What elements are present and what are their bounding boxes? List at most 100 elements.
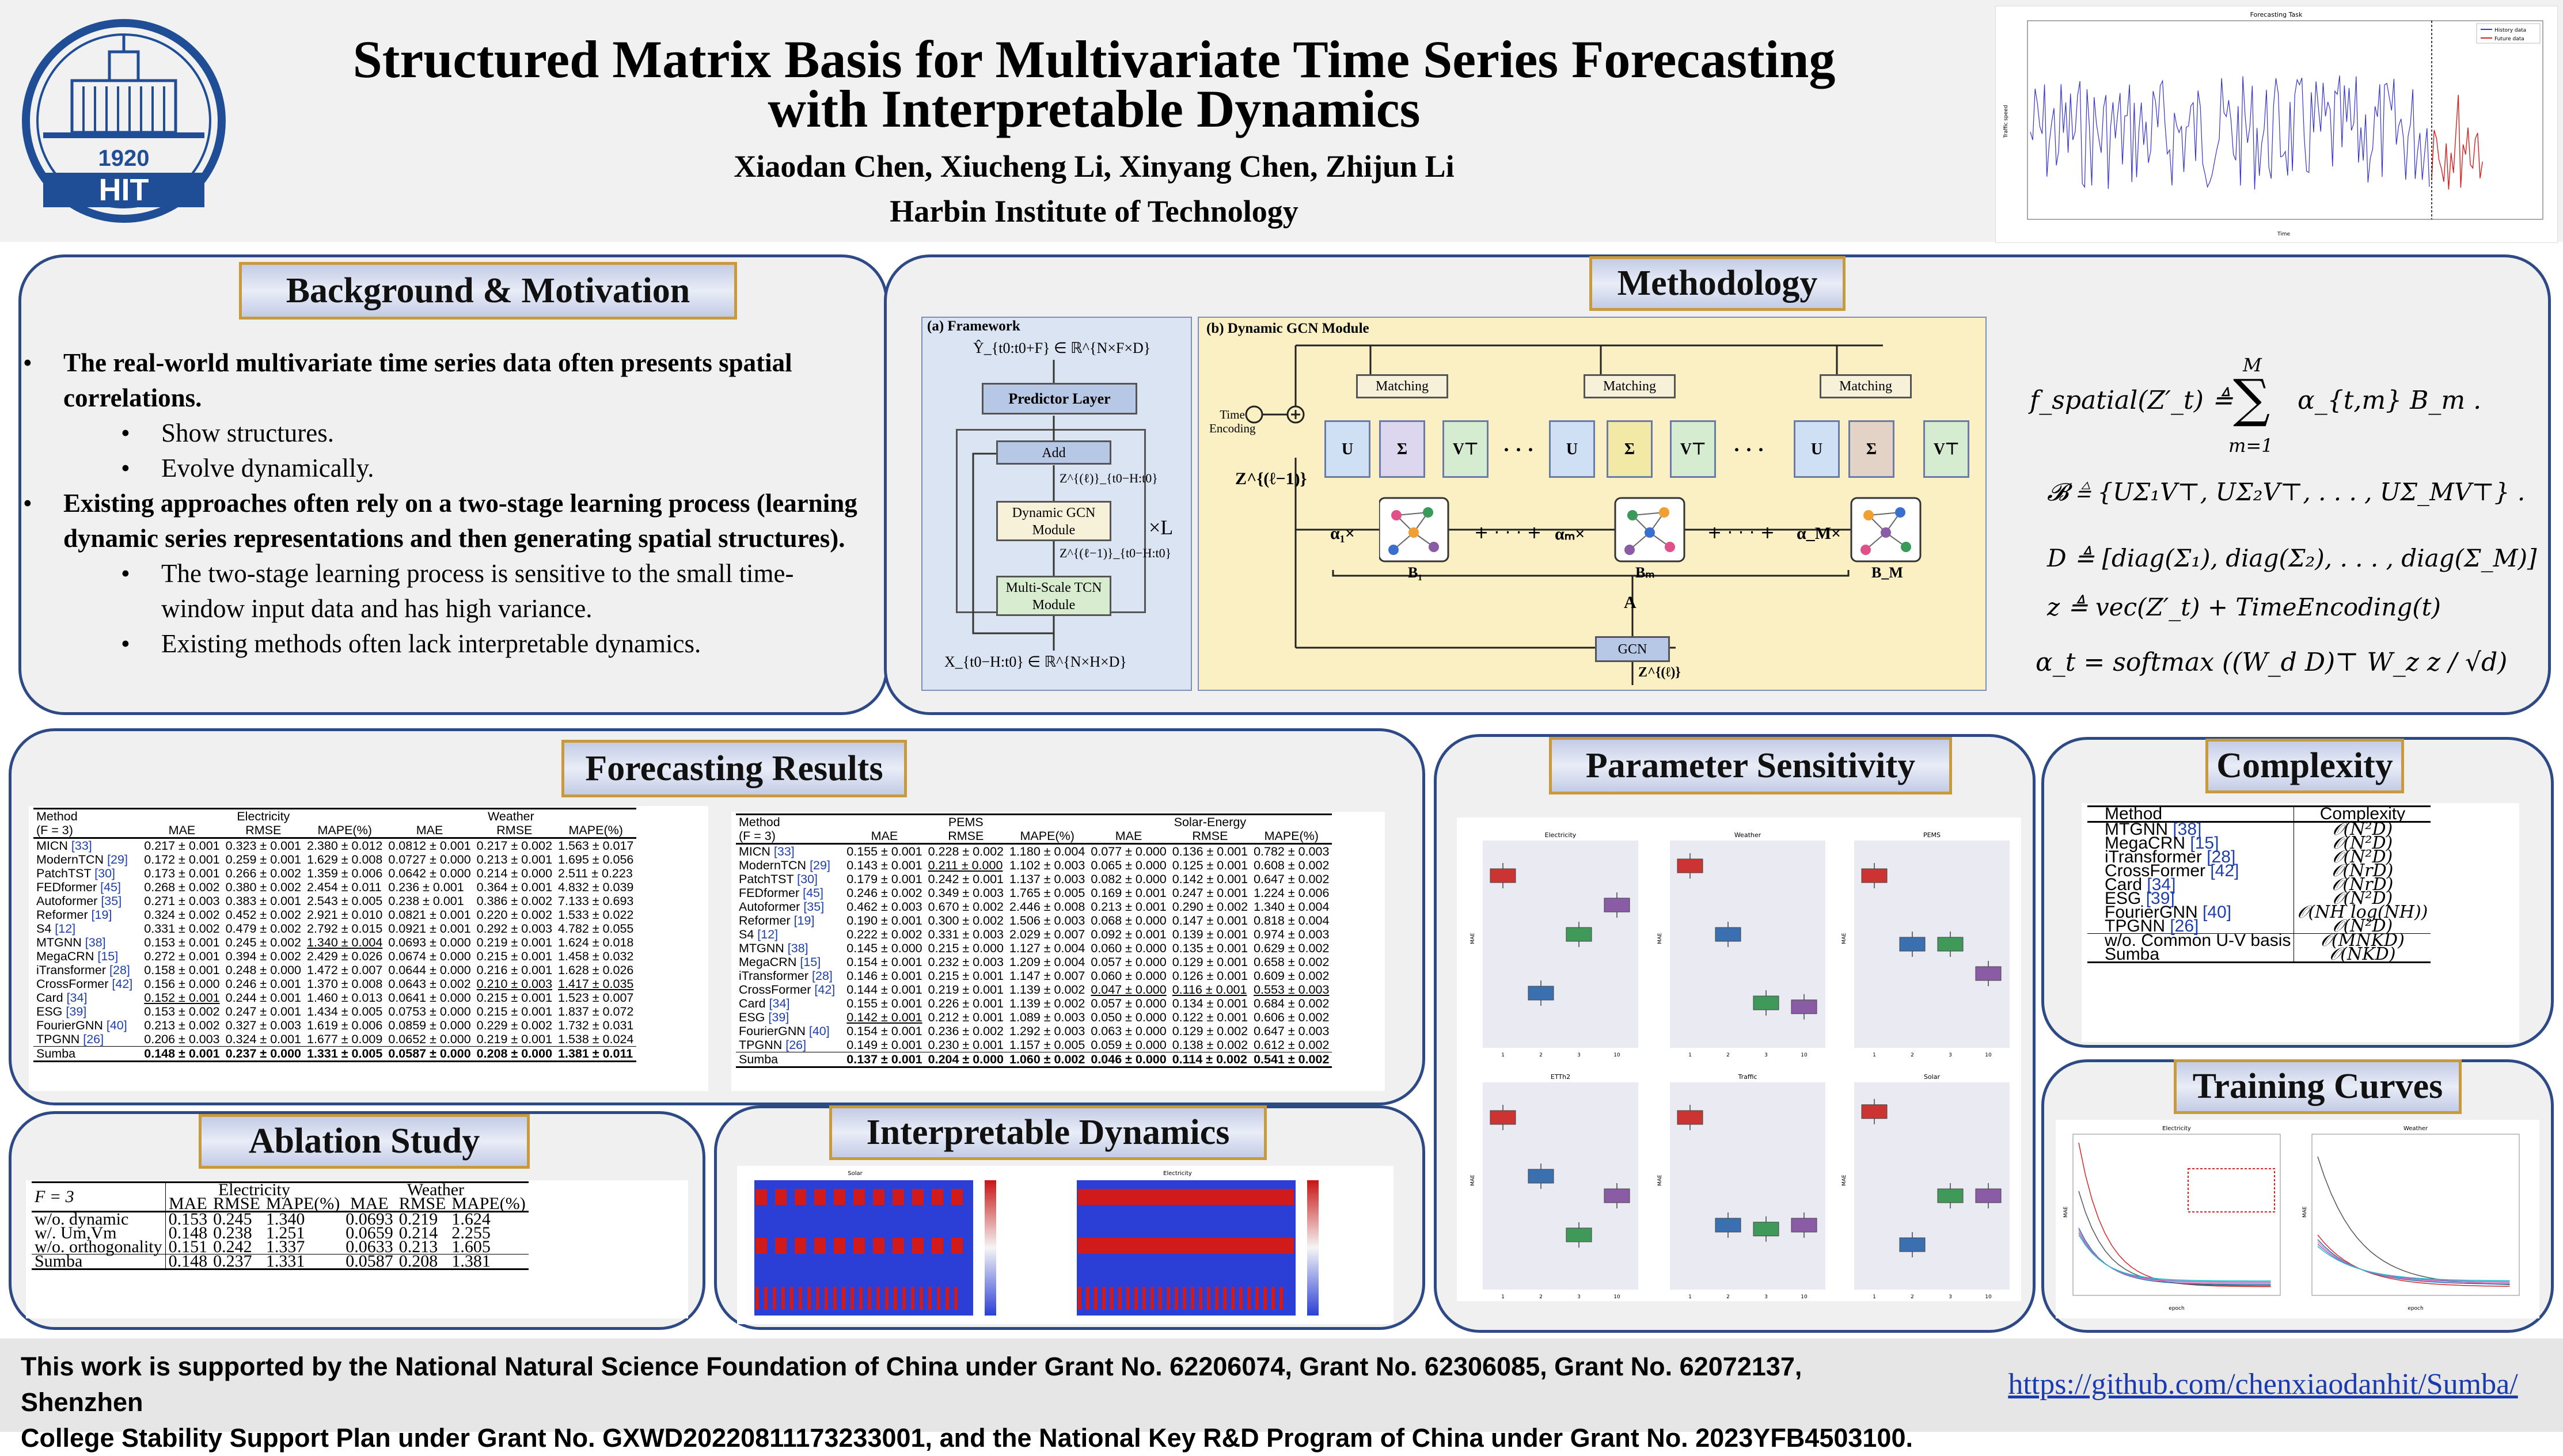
table-row: w/. Um,Vm 0.148 0.238 1.251 0.0659 0.214 2.255 xyxy=(35,1223,491,1242)
curve-ylabel: MAE xyxy=(2063,1206,2069,1218)
heatmap-cell xyxy=(911,1287,914,1310)
hit-logo-icon: 1920 HIT xyxy=(22,19,226,223)
boxplot-box xyxy=(1937,1188,1964,1203)
add-box: Add xyxy=(996,440,1111,465)
heatmap-cell xyxy=(1126,1287,1130,1310)
col-header: RMSE xyxy=(245,823,282,837)
dots-1: · · · xyxy=(1503,438,1535,461)
sumba-row: Sumba 0.148 0.237 1.331 0.0587 0.208 1.381 xyxy=(32,1253,529,1270)
boxplot-xtick: 1 xyxy=(1873,1052,1876,1058)
future-line xyxy=(2431,94,2483,190)
boxplot-xtick: 1 xyxy=(1501,1294,1505,1300)
graph-node xyxy=(1388,545,1399,555)
group-header: Weather xyxy=(487,809,534,823)
heatmap-cell xyxy=(781,1287,785,1310)
boxplot-box xyxy=(1975,1188,2002,1203)
heatmap-cell xyxy=(825,1287,828,1310)
heatmap-cell xyxy=(894,1287,897,1310)
table-row: FourierGNN [40] 0.154 ± 0.001 0.236 ± 0.00… xyxy=(739,1024,1330,1038)
heatmap-cell xyxy=(834,1189,845,1205)
boxplot-box xyxy=(1677,1110,1703,1125)
heatmap-cell xyxy=(893,1189,904,1205)
table-row: Card [34] 𝒪(NrD) xyxy=(2087,876,2431,894)
github-link[interactable]: https://github.com/chenxiaodanhit/Sumba/ xyxy=(2008,1368,2518,1401)
boxplot-xtick: 3 xyxy=(1949,1052,1952,1058)
table-row: w/o. dynamic 0.153 0.245 1.340 0.0693 0.219 1.… xyxy=(35,1210,491,1229)
dgcn-box: Dynamic GCN Module xyxy=(996,501,1111,541)
gcn-module-label: (b) Dynamic GCN Module xyxy=(1206,321,1369,336)
matching-3: Matching xyxy=(1820,374,1912,398)
table-row: MICN [33] 0.155 ± 0.001 0.228 ± 0.002 1.180… xyxy=(739,845,1330,858)
boxplot-xtick: 3 xyxy=(1577,1294,1581,1300)
svg-text:+ · · · +: + · · · + xyxy=(1474,523,1541,543)
table-row: FEDformer [45] 0.268 ± 0.002 0.380 ± 0.002… xyxy=(36,880,634,894)
boxplot-ylabel: MAE xyxy=(1657,933,1663,944)
output-Y: Ŷ_{t0:t0+F} ∈ ℝ^{N×F×D} xyxy=(973,340,1151,356)
heatmap-cell xyxy=(1110,1287,1114,1310)
table-row: PatchTST [30] 0.179 ± 0.001 0.242 ± 0.001 1… xyxy=(739,872,1330,886)
table-row: CrossFormer [42] 0.144 ± 0.001 0.219 ± 0.0… xyxy=(739,983,1330,997)
boxplot-box xyxy=(1861,868,1888,883)
curve-title: Electricity xyxy=(2162,1126,2191,1132)
heatmap-cell xyxy=(1175,1287,1178,1310)
boxplot-xtick: 2 xyxy=(1539,1052,1543,1058)
heatmap-cell xyxy=(853,1189,865,1205)
Zl-label: Z^{(ℓ)}_{t0−H:t0} xyxy=(1060,471,1158,485)
table-row: ESG [39] 0.142 ± 0.001 0.212 ± 0.001 1.089 … xyxy=(739,1010,1330,1024)
sum-symbol: ∑ xyxy=(2233,368,2270,429)
bullet-2a: The two-stage learning process is sensit… xyxy=(23,556,864,626)
col-header: MAE xyxy=(416,823,443,837)
complexity-table: Method Complexity MTGNN [38] 𝒪(N²D) MegaCRN … xyxy=(2087,805,2431,963)
col-header: Method xyxy=(2105,804,2163,823)
heatmap-cell xyxy=(1271,1287,1275,1310)
table-row: FEDformer [45] 0.246 ± 0.002 0.349 ± 0.003… xyxy=(739,886,1330,900)
training-curves: Electricity epoch MAE Weather epoch MAE xyxy=(2063,1126,2520,1311)
boxplot-box xyxy=(1566,1227,1592,1242)
heatmap-cell xyxy=(954,1287,958,1310)
acknowledgement: This work is supported by the National N… xyxy=(21,1349,1921,1456)
boxplot-box xyxy=(1753,1222,1779,1237)
history-line xyxy=(2030,75,2430,190)
eq1-sum-bot: m=1 xyxy=(2228,435,2273,457)
col-header: RMSE xyxy=(948,829,984,843)
boxplot-box xyxy=(1490,1110,1516,1125)
group-header: Weather xyxy=(407,1180,465,1199)
boxplot-box xyxy=(1791,999,1817,1014)
graph-node xyxy=(1895,507,1905,518)
eq1-lhs: f_spatial(Z′_t) ≜ xyxy=(2030,386,2233,415)
graph-node xyxy=(1391,510,1402,520)
boxplot-box xyxy=(1604,898,1630,913)
boxplot-xtick: 10 xyxy=(1985,1294,1992,1300)
curve-ylabel: MAE xyxy=(2302,1206,2308,1218)
graph-icons: + · · · + + · · · + xyxy=(1379,497,1922,562)
heatmap-cell xyxy=(1183,1287,1186,1310)
tcn-box: Multi-Scale TCN Module xyxy=(996,576,1111,616)
col-header: MAPE(%) xyxy=(1264,829,1319,843)
method-header: Method xyxy=(36,809,78,823)
heatmap-cell xyxy=(1078,1287,1081,1310)
heatmap-cell xyxy=(1215,1287,1218,1310)
curve-frame xyxy=(2072,1134,2281,1296)
table-row: MegaCRN [15] 𝒪(N²D) xyxy=(2087,835,2431,852)
forecast-plot-title: Forecasting Task xyxy=(2250,11,2303,18)
boxplot-xtick: 1 xyxy=(1688,1052,1692,1058)
col-header: MAPE(%) xyxy=(568,823,623,837)
heatmap-cell xyxy=(868,1287,871,1310)
heatmap-cell xyxy=(799,1287,802,1310)
alpha-m: αₘ× xyxy=(1555,524,1585,543)
heatmap-cell xyxy=(1223,1287,1227,1310)
methodology-title: Methodology xyxy=(1589,256,1846,311)
boxplot-box xyxy=(1715,1218,1741,1233)
group-header: Solar-Energy xyxy=(1174,815,1247,829)
graph-node xyxy=(1863,510,1874,520)
boxplot-title: Electricity xyxy=(1545,831,1577,839)
col-header: RMSE xyxy=(398,1194,446,1213)
heatmap-cell xyxy=(912,1189,924,1205)
boxplot-ylabel: MAE xyxy=(1470,1174,1476,1186)
eq1-rhs: α_{t,m} B_m . xyxy=(2298,386,2482,415)
gcn-box: GCN xyxy=(1595,636,1670,662)
boxplot-ylabel: MAE xyxy=(1470,933,1476,944)
col-header: RMSE xyxy=(213,1194,260,1213)
boxplot-box xyxy=(1861,1104,1888,1119)
sensitivity-title: Parameter Sensitivity xyxy=(1549,737,1952,794)
